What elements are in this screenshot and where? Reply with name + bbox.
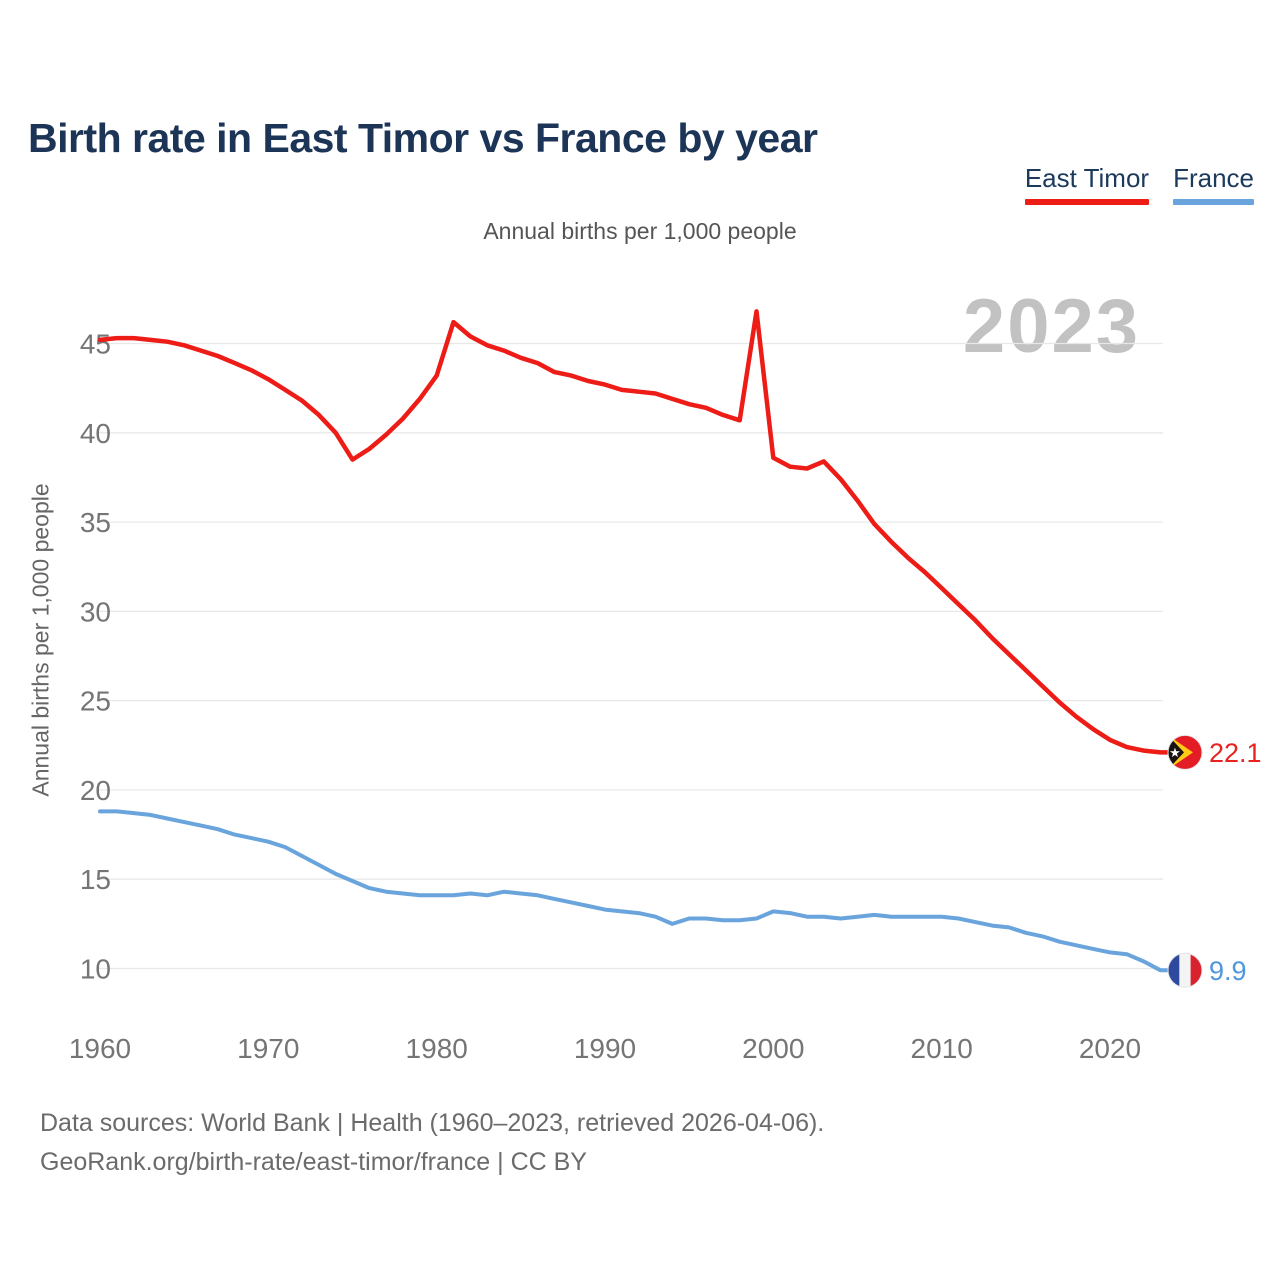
y-tick-label-45: 45 [80, 329, 111, 360]
x-tick-label-2020: 2020 [1079, 1033, 1141, 1064]
y-tick-label-25: 25 [80, 686, 111, 717]
legend-underline-france [1173, 199, 1254, 205]
end-value-label-france: 9.9 [1209, 956, 1247, 986]
y-tick-label-40: 40 [80, 418, 111, 449]
x-tick-label-1980: 1980 [406, 1033, 468, 1064]
flag-ring [1167, 734, 1203, 770]
footer-url-line: GeoRank.org/birth-rate/east-timor/france… [40, 1148, 587, 1176]
x-tick-label-2000: 2000 [742, 1033, 804, 1064]
page-title: Birth rate in East Timor vs France by ye… [28, 115, 818, 162]
france-flag-icon [1168, 953, 1202, 988]
x-tick-label-1960: 1960 [69, 1033, 131, 1064]
x-tick-label-1990: 1990 [574, 1033, 636, 1064]
east-timor-flag-icon [1168, 735, 1202, 770]
chart-subtitle: Annual births per 1,000 people [483, 218, 797, 244]
x-tick-label-2010: 2010 [911, 1033, 973, 1064]
end-value-label-east-timor: 22.1 [1209, 738, 1262, 768]
y-tick-label-10: 10 [80, 954, 111, 985]
footer: Data sources: World Bank | Health (1960–… [40, 1104, 824, 1182]
series-line-france [98, 809, 1169, 973]
y-tick-label-15: 15 [80, 864, 111, 895]
x-tick-label-1970: 1970 [237, 1033, 299, 1064]
legend-item-east-timor[interactable]: East Timor [1024, 163, 1150, 205]
watermark-year: 2023 [962, 284, 1140, 369]
legend-label-east-timor: East Timor [1024, 163, 1150, 193]
y-tick-label-20: 20 [80, 775, 111, 806]
footer-source-line: Data sources: World Bank | Health (1960–… [40, 1109, 825, 1137]
series-line-east-timor [97, 309, 1170, 755]
y-axis-label: Annual births per 1,000 people [27, 483, 54, 797]
legend-item-france[interactable]: France [1173, 163, 1254, 205]
legend-underline-east-timor [1024, 199, 1150, 205]
flag-star: ★ [1169, 745, 1181, 760]
legend-label-france: France [1173, 163, 1254, 193]
y-tick-label-30: 30 [80, 596, 111, 627]
flag-ring [1167, 952, 1203, 988]
legend: East Timor France [1024, 163, 1254, 205]
y-tick-label-35: 35 [80, 507, 111, 538]
